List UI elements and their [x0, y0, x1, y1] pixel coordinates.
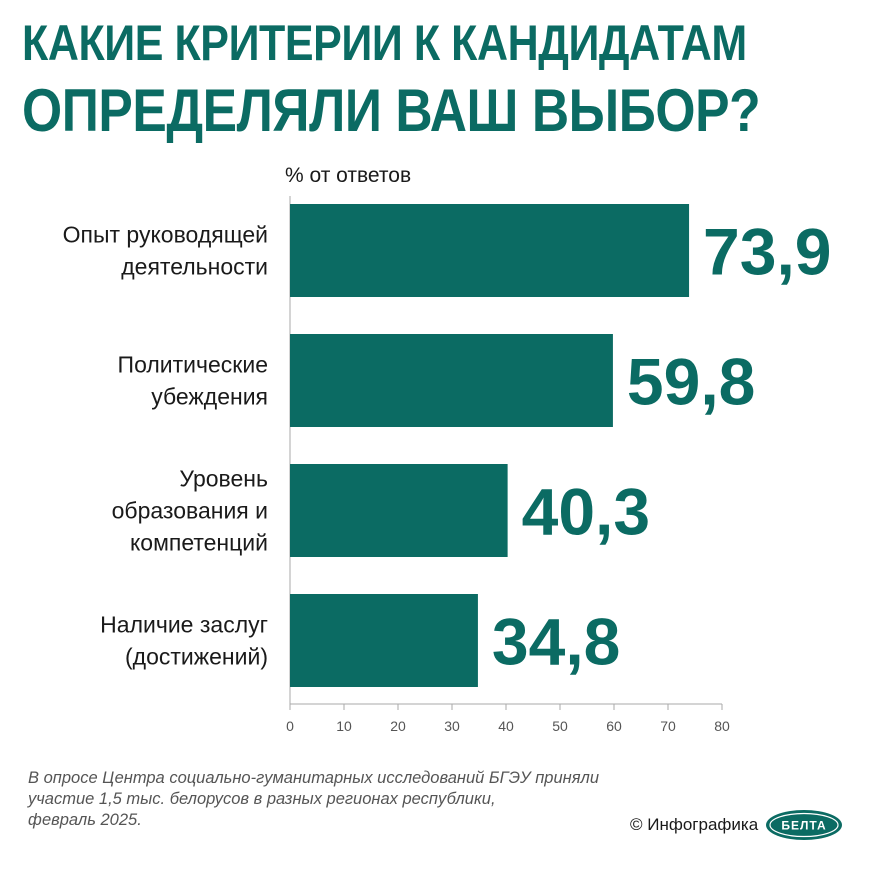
bar [290, 464, 508, 557]
chart-title-line-1: КАКИЕ КРИТЕРИИ К КАНДИДАТАМ [22, 15, 747, 71]
footnote-line: участие 1,5 тыс. белорусов в разных реги… [28, 790, 496, 808]
x-tick-label: 30 [444, 718, 460, 734]
x-tick-label: 60 [606, 718, 622, 734]
category-label: Опыт руководящей [63, 222, 268, 248]
bar-value-label: 73,9 [703, 215, 831, 289]
category-label: Политические [118, 352, 268, 378]
chart-title-line-2: ОПРЕДЕЛЯЛИ ВАШ ВЫБОР? [22, 77, 761, 144]
units-label: % от ответов [285, 164, 412, 187]
bar-chart: 0 10 20 30 40 50 60 70 80 73,9 Опыт руководящей дея… [63, 196, 832, 734]
category-label: Наличие заслуг [100, 612, 268, 638]
category-label: убеждения [151, 384, 268, 410]
category-label: деятельности [121, 254, 268, 280]
bar-value-label: 40,3 [522, 475, 650, 549]
x-tick-label: 40 [498, 718, 514, 734]
belta-logo-text: БЕЛТА [781, 819, 826, 833]
category-label: компетенций [130, 530, 268, 556]
x-tick-label: 70 [660, 718, 676, 734]
x-tick-label: 0 [286, 718, 294, 734]
category-label: Уровень [179, 466, 268, 492]
belta-logo: БЕЛТА [766, 810, 842, 840]
bar [290, 334, 613, 427]
footnote-line: февраль 2025. [28, 811, 142, 829]
x-tick-label: 10 [336, 718, 352, 734]
footnote-line: В опросе Центра социально-гуманитарных и… [28, 769, 599, 787]
bar [290, 204, 690, 297]
x-tick-label: 50 [552, 718, 568, 734]
bar-value-label: 59,8 [627, 345, 755, 419]
infographic-credit: © Инфографика [630, 815, 759, 834]
category-label: образования и [112, 498, 268, 524]
category-label: (достижений) [125, 644, 268, 670]
bar [290, 594, 478, 687]
bar-value-label: 34,8 [492, 605, 620, 679]
footnote: В опросе Центра социально-гуманитарных и… [28, 768, 599, 831]
x-tick-label: 20 [390, 718, 406, 734]
x-tick-label: 80 [714, 718, 730, 734]
